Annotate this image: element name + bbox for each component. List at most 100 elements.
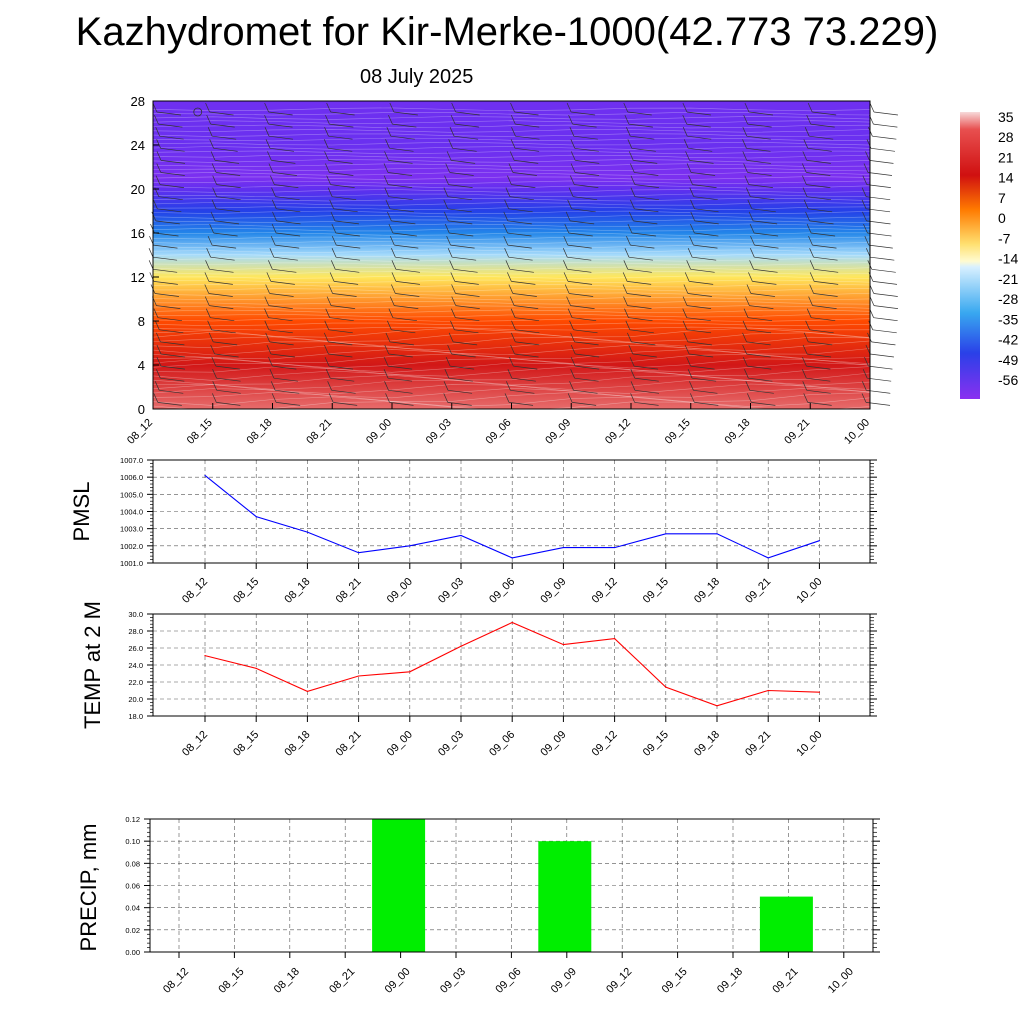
wind-barb	[270, 235, 276, 246]
wind-barb	[562, 248, 568, 258]
wind-barb	[802, 175, 807, 185]
isotherm-contour	[152, 223, 871, 228]
wind-barb	[747, 199, 753, 209]
wind-barb	[630, 244, 655, 249]
wind-barb	[813, 293, 838, 297]
x-tick-label: 09_00	[385, 729, 415, 759]
wind-barb	[806, 196, 832, 201]
wind-barb	[210, 123, 235, 128]
wind-barb	[334, 281, 359, 285]
wind-barb	[810, 123, 835, 128]
isotherm-contour	[152, 327, 871, 338]
wind-barb	[513, 365, 538, 370]
wind-barb	[742, 344, 747, 355]
wind-barb	[275, 196, 300, 201]
wind-barb	[330, 260, 336, 270]
wind-barb	[270, 381, 276, 391]
wind-barb	[154, 114, 159, 125]
wind-barb	[746, 329, 772, 334]
wind-barb	[574, 341, 599, 346]
wind-barb	[868, 320, 874, 330]
wind-barb	[569, 293, 594, 297]
isotherm-contour	[152, 172, 871, 176]
isotherm-contour	[152, 210, 871, 215]
wind-barb	[331, 223, 337, 234]
wind-barb	[813, 256, 838, 261]
wind-barb	[512, 172, 537, 176]
wind-barb	[276, 232, 301, 237]
wind-barb	[631, 232, 656, 237]
pmsl-point	[818, 540, 821, 542]
y-tick-label: 0	[138, 402, 145, 417]
wind-barb	[451, 160, 476, 164]
wind-barb	[809, 329, 834, 334]
wind-barb	[743, 163, 748, 173]
wind-barb	[634, 389, 660, 394]
wind-barb	[574, 377, 599, 382]
colorbar-label: 7	[998, 190, 1006, 206]
wind-barb	[742, 320, 748, 330]
wind-barb	[867, 172, 893, 176]
isotherm-contour	[152, 189, 871, 193]
pmsl-point	[511, 557, 513, 559]
y-tick-label: 1003.0	[120, 525, 143, 534]
wind-barb	[385, 139, 390, 149]
isotherm-contour	[152, 322, 871, 327]
wind-barb	[694, 208, 719, 213]
wind-barb	[389, 402, 414, 406]
x-tick-label: 09_00	[364, 417, 394, 447]
wind-barb	[159, 184, 185, 188]
wind-barb	[271, 223, 277, 234]
wind-barb	[867, 377, 892, 382]
wind-barb	[275, 389, 300, 394]
wind-barb	[159, 329, 184, 334]
wind-barb	[385, 332, 391, 343]
wind-barb	[634, 184, 659, 188]
wind-barb	[690, 268, 715, 273]
x-tick-label: 09_12	[604, 966, 634, 996]
wind-barb	[748, 377, 773, 382]
wind-barb	[806, 308, 812, 318]
isotherm-contour	[152, 150, 871, 155]
x-tick-label: 08_18	[282, 576, 312, 606]
wind-barb	[802, 381, 808, 391]
wind-barb	[443, 199, 449, 209]
wind-barb	[565, 211, 571, 222]
wind-barb	[268, 260, 273, 270]
y-tick-label: 22.0	[128, 678, 143, 687]
wind-barb	[747, 123, 772, 128]
wind-barb	[746, 284, 752, 294]
pmsl-point	[204, 474, 206, 477]
wind-barb	[330, 211, 336, 222]
wind-barb	[575, 172, 600, 176]
wind-barb	[329, 272, 335, 282]
wind-barb	[742, 332, 747, 343]
wind-barb	[801, 163, 807, 173]
wind-barb	[866, 184, 891, 188]
y-tick-label: 16	[131, 226, 145, 241]
wind-barb	[747, 317, 773, 322]
wind-barb	[570, 139, 576, 149]
y-tick-label: 4	[138, 358, 145, 373]
wind-barb	[389, 208, 414, 213]
wind-barb	[392, 317, 417, 322]
y-tick-label: 0.00	[125, 948, 140, 957]
wind-barb	[272, 268, 297, 273]
wind-barb	[270, 281, 295, 285]
wind-barb	[869, 353, 894, 358]
wind-barb	[328, 341, 353, 346]
wind-barb	[264, 308, 269, 318]
y-tick-label: 0.04	[125, 904, 140, 913]
x-tick-label: 09_03	[436, 576, 466, 606]
wind-barb	[503, 235, 509, 246]
wind-barb	[328, 147, 353, 152]
wind-barb	[812, 244, 837, 249]
wind-barb	[868, 365, 893, 370]
wind-barb	[210, 256, 235, 261]
wind-barb	[690, 393, 695, 403]
wind-barb	[628, 317, 653, 322]
wind-barb	[391, 329, 416, 334]
wind-barb	[325, 308, 331, 318]
wind-barb	[504, 199, 509, 209]
wind-barb	[215, 365, 240, 370]
